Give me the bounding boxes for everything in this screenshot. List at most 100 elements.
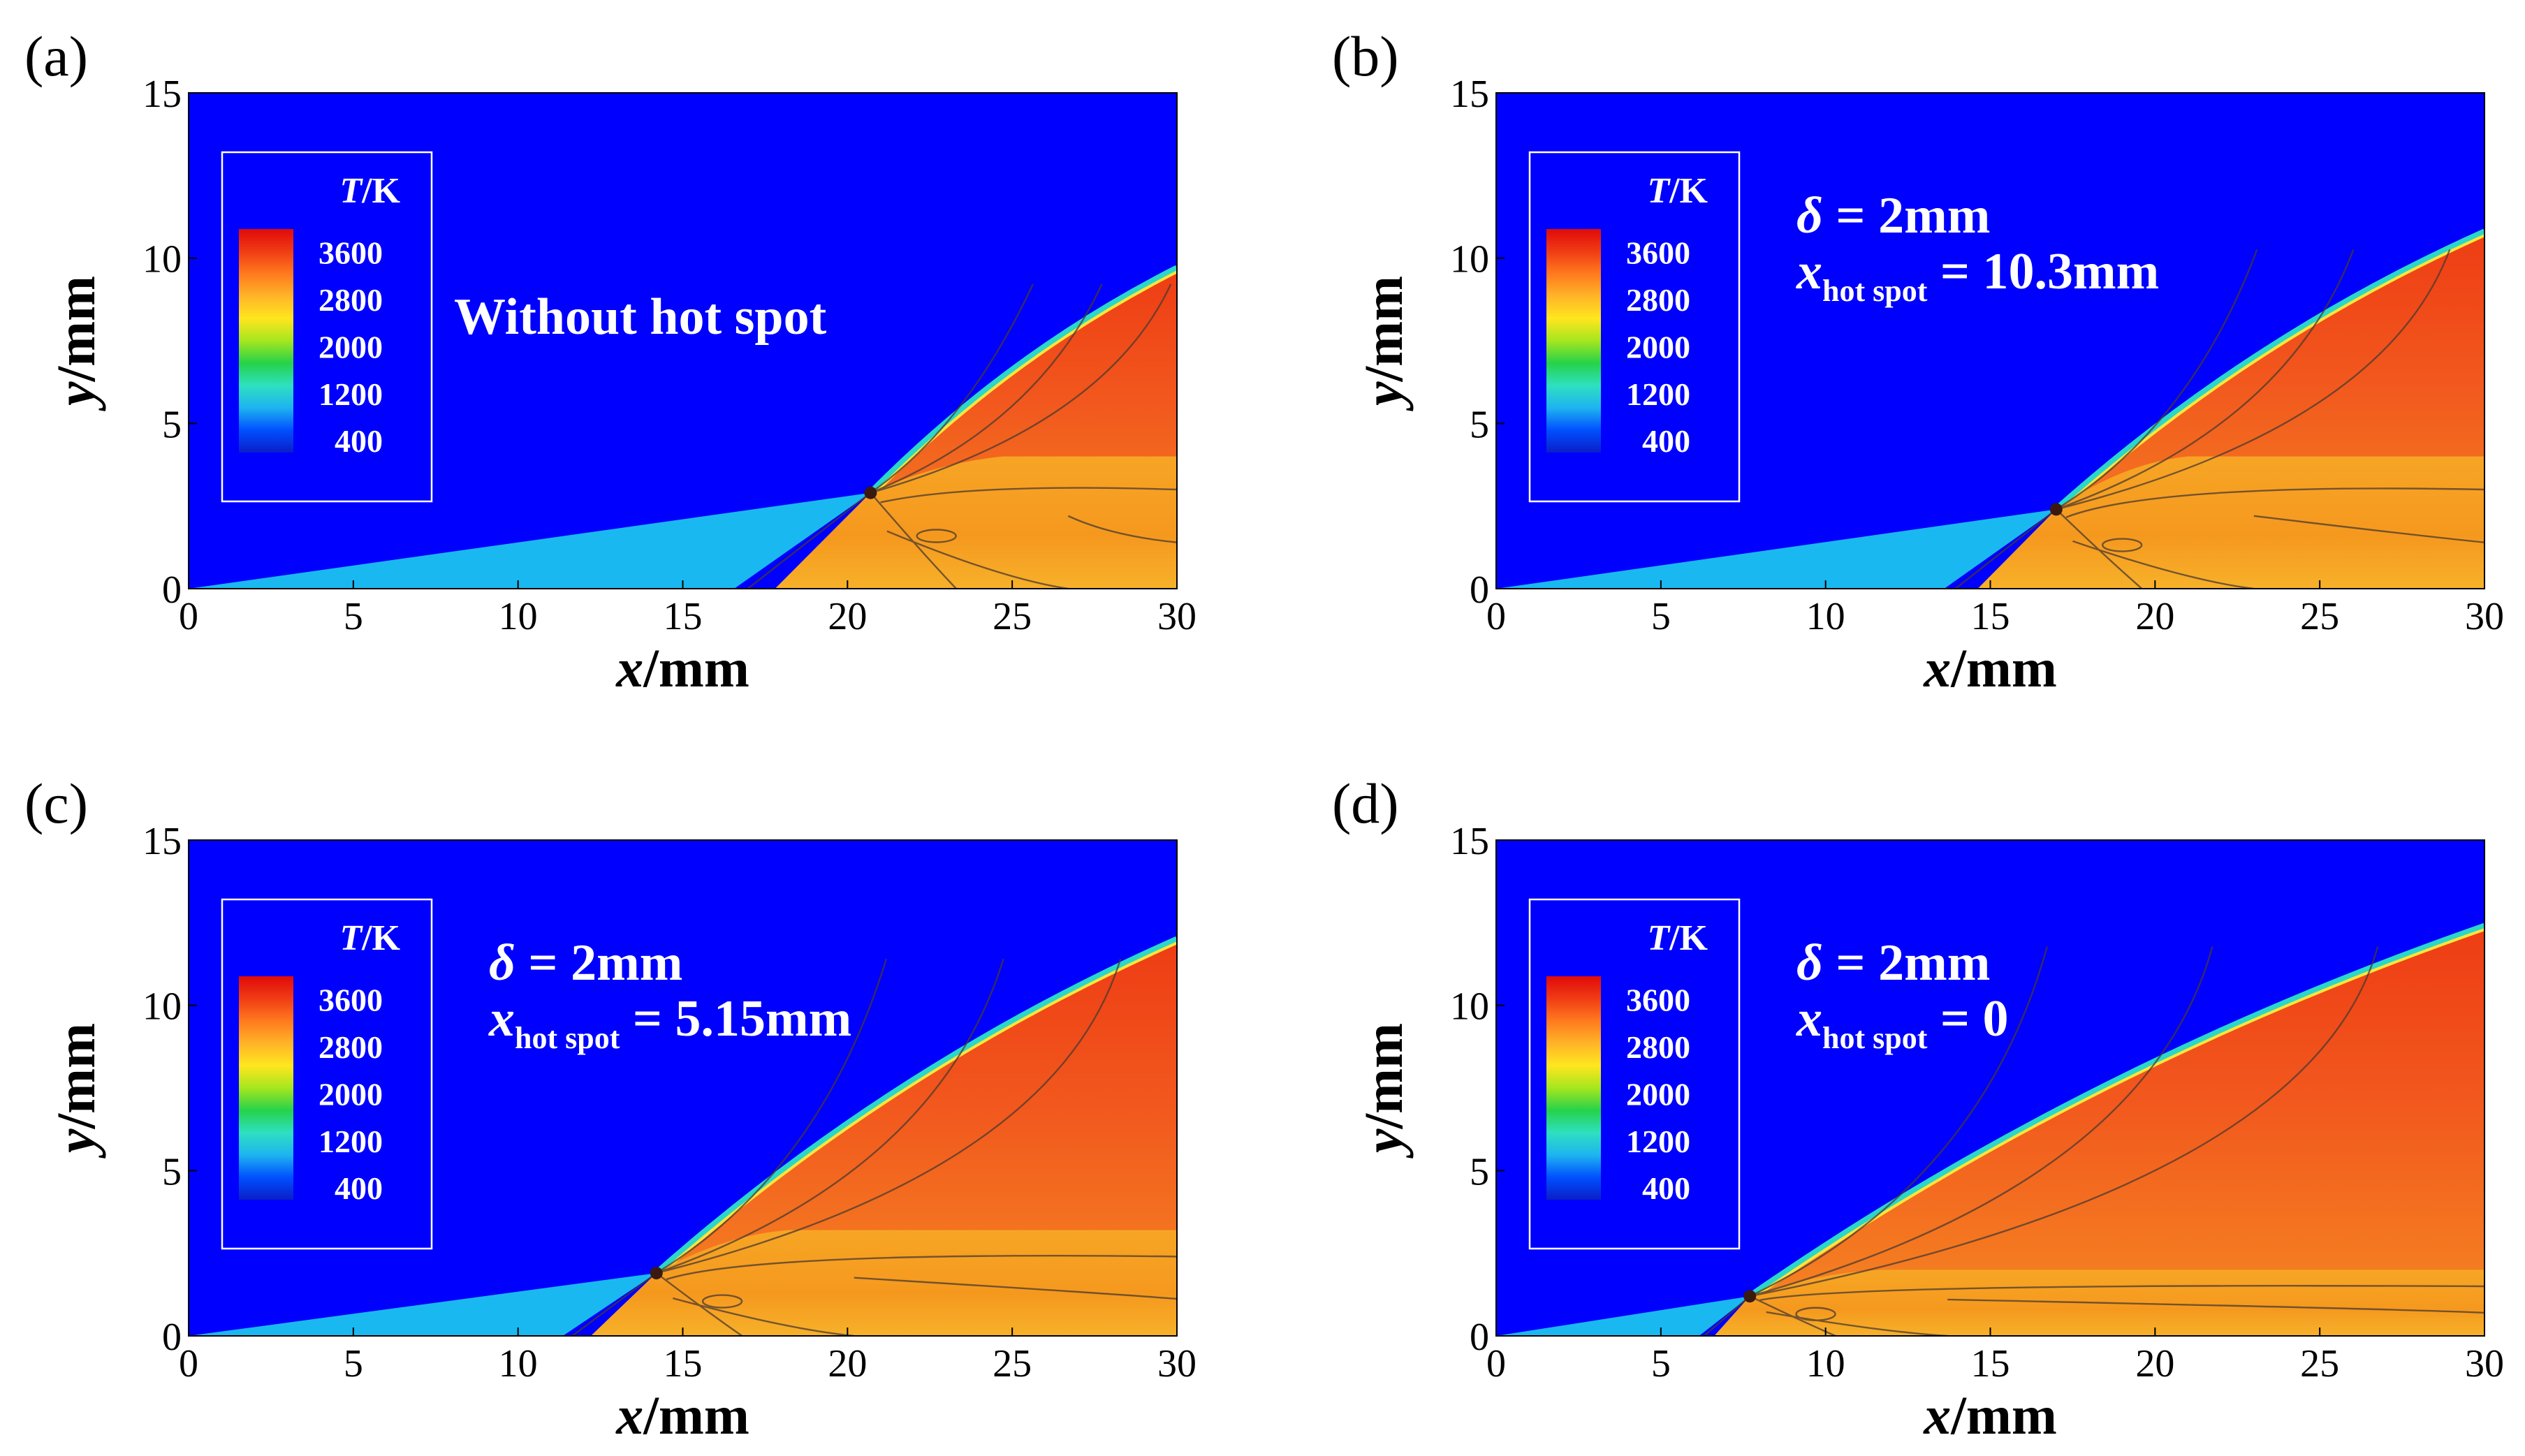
x-tick-label: 0: [1486, 1342, 1506, 1385]
y-tick-label: 15: [1450, 820, 1489, 863]
x-tick-label: 20: [2135, 595, 2174, 638]
contour-lines: [1954, 249, 2484, 589]
y-axis-label: y/mm: [1353, 276, 1414, 411]
contour-line: [1759, 1285, 2484, 1302]
contour-line: [1749, 946, 2379, 1297]
contour-line: [1067, 515, 1177, 543]
x-tick-label: 10: [499, 595, 538, 638]
contour-line: [2055, 508, 2143, 589]
contour-line: [2056, 249, 2355, 510]
colorbar-tick-label: 1200: [319, 376, 383, 412]
colorbar-legend-box: [221, 151, 433, 503]
contour-line: [916, 529, 957, 543]
panel-label: (a): [24, 24, 88, 88]
plot-area: [1496, 840, 2484, 1336]
plot-area: [1496, 93, 2484, 589]
contour-line: [656, 959, 1004, 1274]
contour-line: [1749, 946, 2213, 1297]
contour-line: [2072, 540, 2254, 589]
contour-line: [656, 959, 1122, 1274]
y-tick-label: 0: [162, 1316, 182, 1359]
colorbar-tick-label: 2000: [319, 329, 383, 365]
shock-front-edge: [868, 265, 1177, 495]
x-tick-label: 5: [1651, 595, 1671, 638]
contour-line: [1749, 946, 2048, 1297]
shock-front-edge: [1748, 922, 2484, 1299]
triple-point-marker: [1743, 1290, 1757, 1303]
shock-front-edge: [2054, 228, 2484, 512]
contour-line: [1795, 1307, 1836, 1321]
contour-line: [2101, 538, 2143, 552]
contour-line: [571, 1272, 657, 1336]
x-tick-label: 5: [344, 1342, 363, 1385]
colorbar-tick-label: 2800: [1626, 282, 1690, 318]
x-tick-label: 15: [1971, 1342, 2010, 1385]
oblique-shock-region: [1496, 1296, 1750, 1336]
contour-line: [870, 284, 1172, 494]
oblique-shock-region: [189, 1273, 657, 1336]
y-axis-label: y/mm: [1353, 1023, 1414, 1159]
colorbar-tick-label: 400: [1642, 423, 1690, 459]
y-tick-label: 5: [162, 403, 182, 446]
contour-lines: [571, 959, 1177, 1336]
colorbar: [239, 229, 293, 453]
panel-annotation: δ = 2mm: [1796, 934, 1990, 992]
contour-line: [1704, 1295, 1750, 1336]
x-tick-label: 15: [664, 595, 703, 638]
contour-line: [673, 1297, 854, 1336]
contour-line: [1749, 1295, 1836, 1336]
x-axis-label: x/mm: [615, 638, 749, 698]
x-tick-label: 15: [664, 1342, 703, 1385]
panel-annotation: δ = 2mm: [489, 934, 682, 992]
panel-label: (c): [24, 772, 88, 835]
panel-annotation: xhot spot = 0: [1796, 990, 2009, 1055]
contour-line: [666, 1255, 1177, 1281]
x-axis-label: x/mm: [1923, 1385, 2057, 1446]
y-tick-label: 5: [1470, 1150, 1489, 1193]
x-tick-label: 20: [828, 1342, 867, 1385]
plot-area: [189, 840, 1177, 1336]
y-tick-label: 10: [142, 238, 182, 281]
colorbar-tick-label: 400: [335, 1170, 383, 1206]
colorbar-title: T/K: [339, 171, 400, 211]
colorbar-tick-label: 3600: [319, 983, 383, 1018]
panel-label: (d): [1332, 772, 1399, 835]
panel-annotation: Without hot spot: [454, 288, 827, 346]
panel-d: 0 5 10 15 20 25 30051015x/mmy/mm(d)T/K40012002…: [1332, 772, 2504, 1446]
panel-annotation: δ = 2mm: [1796, 187, 1990, 244]
y-tick-label: 15: [1450, 73, 1489, 116]
x-tick-label: 25: [2300, 595, 2339, 638]
colorbar-legend-box: [1528, 898, 1741, 1250]
x-axis-label: x/mm: [1923, 638, 2057, 698]
y-tick-label: 0: [1470, 568, 1489, 612]
contour-line: [1947, 1298, 2484, 1314]
colorbar: [239, 976, 293, 1200]
x-tick-label: 25: [993, 1342, 1032, 1385]
colorbar-tick-label: 1200: [1626, 376, 1690, 412]
y-tick-label: 10: [1450, 238, 1489, 281]
plot-area: [189, 93, 1177, 589]
colorbar-title: T/K: [339, 918, 400, 958]
x-tick-label: 20: [828, 595, 867, 638]
colorbar-title: T/K: [1647, 918, 1708, 958]
colorbar-tick-label: 2800: [319, 1029, 383, 1065]
contour-line: [701, 1294, 743, 1309]
x-tick-label: 0: [1486, 595, 1506, 638]
colorbar: [1546, 229, 1601, 453]
colorbar-tick-label: 3600: [1626, 235, 1690, 271]
y-tick-label: 5: [162, 1150, 182, 1193]
colorbar-legend-box: [1528, 151, 1741, 503]
colorbar-tick-label: 1200: [1626, 1124, 1690, 1159]
triple-point-marker: [2049, 503, 2063, 516]
contour-line: [870, 284, 1034, 494]
contour-line: [2065, 487, 2484, 518]
shock-front-edge-inner: [871, 270, 1177, 497]
contour-lines: [1704, 946, 2484, 1336]
y-tick-label: 10: [1450, 985, 1489, 1029]
product-region: [775, 456, 1177, 589]
triple-point-marker: [650, 1267, 663, 1280]
contour-line: [870, 284, 1103, 494]
shock-front-edge-inner: [2057, 233, 2484, 513]
panel-annotation: xhot spot = 10.3mm: [1796, 243, 2159, 308]
